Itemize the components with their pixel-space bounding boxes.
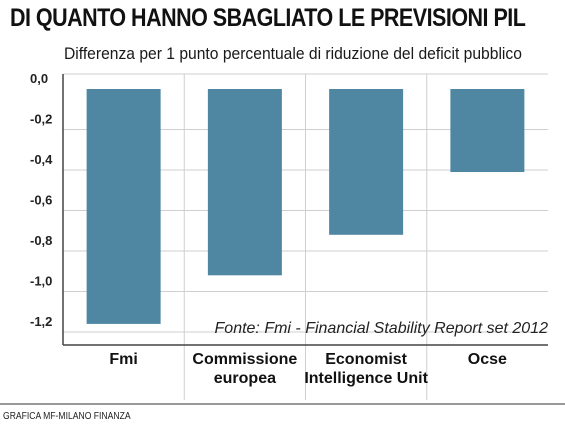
chart-title: DI QUANTO HANNO SBAGLIATO LE PREVISIONI … xyxy=(10,4,526,32)
chart-subtitle: Differenza per 1 punto percentuale di ri… xyxy=(64,44,522,63)
bar-economist-intelligence-unit xyxy=(329,89,404,235)
bars xyxy=(86,89,525,324)
category-label-1: Commissione europea xyxy=(192,351,297,387)
y-tick-label-3: -0,6 xyxy=(30,193,52,208)
bar-ocse xyxy=(450,89,525,173)
source-annotation: Fonte: Fmi - Financial Stability Report … xyxy=(215,320,549,337)
axes xyxy=(0,73,565,405)
y-tick-label-1: -0,2 xyxy=(30,112,52,127)
y-tick-label-0: 0,0 xyxy=(30,71,48,86)
y-tick-label-4: -0,8 xyxy=(30,233,52,248)
y-tick-label-6: -1,2 xyxy=(30,314,52,329)
graphic-credit: GRAFICA MF-MILANO FINANZA xyxy=(3,411,131,422)
category-label-0: Fmi xyxy=(109,351,137,368)
y-tick-labels: 0,0 -0,2 -0,4 -0,6 -0,8 -1,0 -1,2 xyxy=(30,71,53,329)
bar-fmi xyxy=(86,89,161,324)
y-tick-label-2: -0,4 xyxy=(30,152,53,167)
category-label-3: Ocse xyxy=(468,351,507,368)
y-tick-label-5: -1,0 xyxy=(30,274,52,289)
bar-commissione-europea xyxy=(207,89,282,276)
category-label-2: Economist Intelligence Unit xyxy=(304,351,428,387)
